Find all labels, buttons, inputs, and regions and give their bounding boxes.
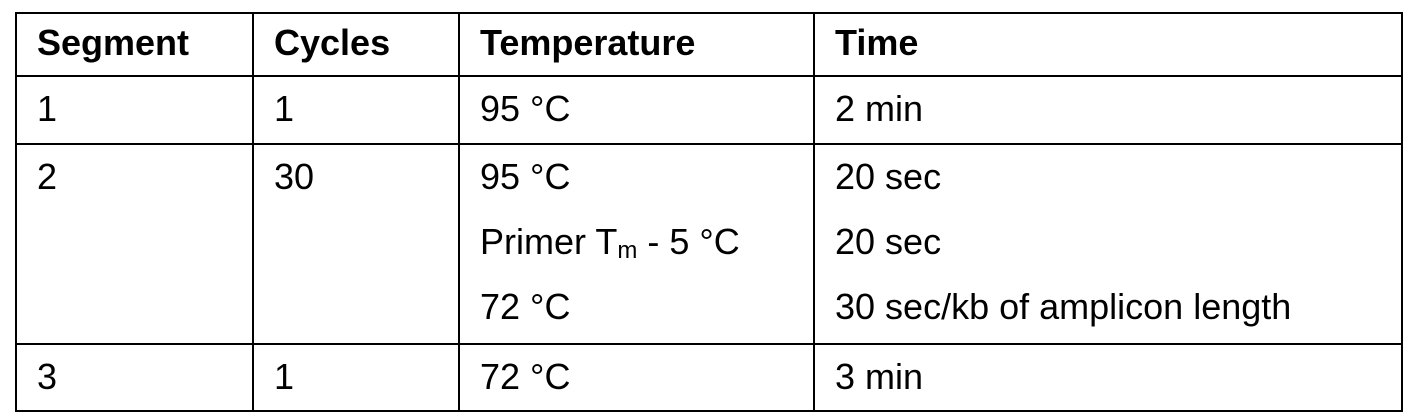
temperature-suffix: - 5 °C <box>647 221 740 262</box>
header-cell: Cycles <box>252 12 460 77</box>
cycles-cell: 1 <box>252 343 460 412</box>
time-cell: 2 min <box>813 75 1403 145</box>
subscript: m <box>617 237 638 264</box>
temperature-cell: 95 °C Primer Tm - 5 °C 72 °C <box>458 143 815 345</box>
header-cell: Segment <box>15 12 254 77</box>
segment-cell: 3 <box>15 343 254 412</box>
temperature-cell: 95 °C <box>458 75 815 145</box>
temperature-prefix: Primer T <box>480 221 618 262</box>
header-cell: Temperature <box>458 12 815 77</box>
time: 20 sec <box>835 221 942 262</box>
time: 20 sec <box>835 156 942 197</box>
segment-cell: 1 <box>15 75 254 145</box>
pcr-table: Segment Cycles Temperature Time 1 1 95 °… <box>15 12 1403 412</box>
time: 30 sec/kb of amplicon length <box>835 286 1292 327</box>
row: 2 30 95 °C Primer Tm - 5 °C 72 °C 20 sec… <box>15 143 1403 345</box>
header-row: Segment Cycles Temperature Time <box>15 12 1403 77</box>
temperature: 72 °C <box>480 286 571 327</box>
row: 1 1 95 °C 2 min <box>15 75 1403 145</box>
temperature-cell: 72 °C <box>458 343 815 412</box>
segment-cell: 2 <box>15 143 254 345</box>
header-cell: Time <box>813 12 1403 77</box>
temperature: Primer Tm - 5 °C <box>480 210 813 275</box>
cycles-cell: 30 <box>252 143 460 345</box>
temperature: 95 °C <box>480 156 571 197</box>
row: 3 1 72 °C 3 min <box>15 343 1403 412</box>
time-cell: 3 min <box>813 343 1403 412</box>
time-cell: 20 sec 20 sec 30 sec/kb of amplicon leng… <box>813 143 1403 345</box>
cycles-cell: 1 <box>252 75 460 145</box>
